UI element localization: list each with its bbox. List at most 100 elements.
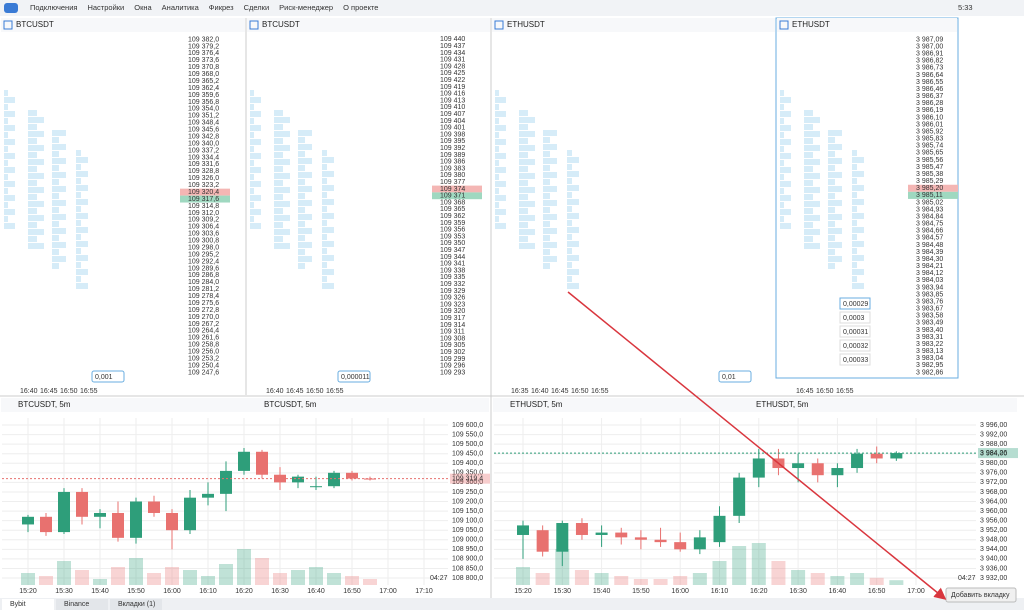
price-level: 3 984,66 [916, 228, 943, 235]
cluster-cell [804, 138, 813, 144]
price-level: 109 331,6 [188, 161, 219, 168]
cluster-cell [543, 214, 557, 220]
candle-body [693, 537, 706, 550]
menu-bar [0, 0, 1024, 16]
price-level: 3 983,31 [916, 334, 943, 341]
price-level: 109 365,2 [188, 78, 219, 85]
tab[interactable] [110, 599, 162, 610]
candle-body [166, 512, 178, 531]
cluster-cell [804, 215, 820, 221]
volume-bar [93, 579, 107, 585]
price-level: 3 984,93 [916, 206, 943, 213]
price-level: 3 986,10 [916, 114, 943, 121]
price-level: 109 368 [440, 199, 465, 206]
cluster-cell [274, 229, 290, 235]
size-option[interactable] [839, 297, 871, 310]
cluster-cell [852, 241, 864, 247]
cluster-cell [495, 153, 506, 159]
cluster-cell [804, 208, 813, 214]
price-level: 109 440 [440, 36, 465, 43]
size-option[interactable] [839, 325, 871, 338]
size-option[interactable] [839, 339, 871, 352]
size-option[interactable] [839, 311, 871, 324]
cluster-cell [28, 243, 44, 249]
compare-tab[interactable]: BTCUSDT, 5m [264, 400, 317, 409]
step-button[interactable] [91, 370, 125, 383]
price-level: 109 295,2 [188, 251, 219, 258]
size-option[interactable] [839, 353, 871, 366]
menu-item[interactable]: Подключения [30, 3, 77, 12]
step-label: 0,01 [722, 374, 736, 381]
menu-item[interactable]: Сделки [244, 3, 270, 12]
last-price-tag [450, 473, 490, 484]
cluster-cell [52, 130, 66, 136]
cluster-cell [250, 188, 254, 194]
price-level: 109 302 [440, 349, 465, 356]
tab[interactable] [56, 599, 108, 610]
cluster-cell [52, 207, 59, 213]
cluster-cell [76, 220, 81, 226]
cluster-cell [543, 137, 550, 143]
cluster-cell [274, 201, 290, 207]
time-label: 16:50 [60, 388, 78, 395]
menu-item[interactable]: Настройки [87, 3, 124, 12]
logo [4, 3, 18, 13]
step-button[interactable] [718, 370, 752, 383]
x-tick-label: 16:30 [271, 588, 289, 595]
price-level: 109 354,0 [188, 106, 219, 113]
cluster-cell [274, 180, 283, 186]
cluster-cell [322, 157, 334, 163]
menu-item[interactable]: Аналитика [162, 3, 200, 12]
cluster-cell [567, 220, 572, 226]
cluster-cell [250, 97, 261, 103]
menu-item[interactable]: Фикрез [209, 3, 234, 12]
menu-item[interactable]: Окна [134, 3, 152, 12]
volume-bar [345, 576, 359, 585]
cluster-cell [298, 249, 305, 255]
menu-item[interactable]: Риск-менеджер [279, 3, 333, 12]
volume-bar [237, 549, 251, 585]
volume-bar [327, 573, 341, 585]
cluster-cell [519, 145, 535, 151]
y-tick-label: 109 050,0 [452, 527, 483, 534]
cluster-cell [4, 202, 8, 208]
compare-tab[interactable]: ETHUSDT, 5m [756, 400, 809, 409]
y-tick-label: 109 350,0 [452, 470, 483, 477]
price-level: 109 371 [440, 193, 465, 200]
price-level: 109 437 [440, 43, 465, 50]
price-level: 109 425 [440, 70, 465, 77]
candle-body [130, 501, 142, 538]
countdown: 04:27 [430, 575, 448, 582]
chart-area [0, 396, 1024, 598]
cluster-cell [567, 241, 579, 247]
y-tick-label: 109 450,0 [452, 451, 483, 458]
cluster-cell [76, 199, 88, 205]
tab-label: Bybit [10, 601, 26, 608]
y-tick-label: 3 992,00 [980, 431, 1007, 438]
cluster-cell [76, 178, 81, 184]
cluster-cell [828, 179, 835, 185]
cluster-cell [4, 118, 8, 124]
time-label: 16:45 [551, 388, 569, 395]
cluster-cell [828, 137, 835, 143]
cluster-cell [52, 137, 59, 143]
cluster-cell [298, 130, 312, 136]
cluster-cell [828, 130, 842, 136]
candle-body [634, 537, 647, 540]
step-button[interactable] [337, 370, 371, 383]
cluster-cell [567, 199, 579, 205]
menu-item[interactable]: О проекте [343, 3, 378, 12]
price-level: 109 389 [440, 152, 465, 159]
cluster-cell [250, 181, 261, 187]
cluster-cell [274, 166, 283, 172]
cluster-cell [519, 215, 535, 221]
cluster-cell [298, 263, 305, 269]
cluster-cell [28, 201, 44, 207]
cluster-cell [274, 208, 283, 214]
cluster-cell [567, 192, 572, 198]
cluster-cell [52, 151, 59, 157]
price-level: 3 982,95 [916, 362, 943, 369]
candle-body [184, 497, 196, 531]
tab[interactable] [2, 599, 54, 610]
cluster-cell [52, 179, 59, 185]
